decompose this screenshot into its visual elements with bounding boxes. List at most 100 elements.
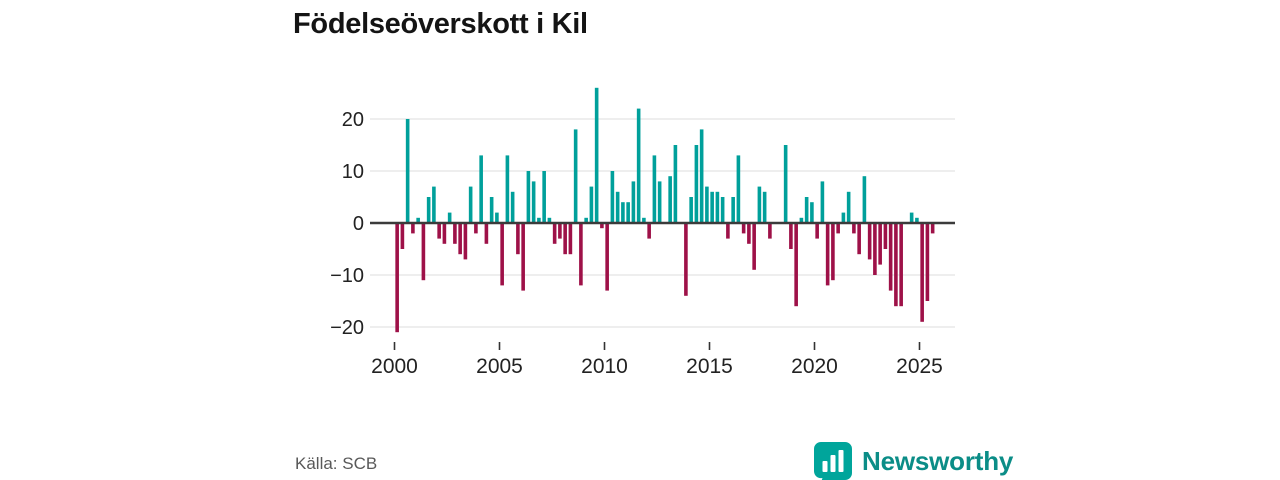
x-tick-label-2025: 2025 bbox=[896, 355, 943, 378]
bar-2017-Q1 bbox=[752, 223, 756, 270]
bar-2005-Q1 bbox=[500, 223, 504, 286]
bar-2020-Q2 bbox=[820, 181, 825, 223]
bar-2010-Q4 bbox=[621, 202, 625, 223]
bar-2021-Q3 bbox=[846, 191, 851, 223]
bar-2005-Q4 bbox=[516, 223, 520, 255]
bar-2023-Q1 bbox=[878, 223, 882, 265]
bar-2011-Q1 bbox=[626, 202, 630, 223]
bar-2004-Q1 bbox=[479, 155, 483, 223]
bar-2009-Q1 bbox=[584, 217, 588, 223]
bar-2018-Q3 bbox=[783, 145, 788, 223]
y-tick-label-10: 10 bbox=[342, 161, 364, 183]
bar-2002-Q1 bbox=[437, 223, 441, 239]
bar-2011-Q2 bbox=[631, 181, 636, 223]
bar-2025-Q2 bbox=[925, 223, 930, 301]
bar-2020-Q4 bbox=[831, 223, 835, 281]
logo-bar-large bbox=[838, 450, 844, 472]
bar-2005-Q3 bbox=[510, 191, 515, 223]
bar-2005-Q2 bbox=[505, 155, 510, 223]
bar-2002-Q3 bbox=[447, 212, 452, 223]
y-tick-label--20: −20 bbox=[330, 317, 364, 339]
bar-2013-Q4 bbox=[684, 223, 688, 296]
bar-2010-Q1 bbox=[605, 223, 609, 291]
bar-2006-Q4 bbox=[537, 217, 541, 223]
bar-2012-Q2 bbox=[652, 155, 657, 223]
x-tick-label-2015: 2015 bbox=[686, 355, 733, 378]
x-tick-label-2000: 2000 bbox=[371, 355, 418, 378]
bar-2018-Q4 bbox=[789, 223, 793, 249]
bar-2009-Q2 bbox=[589, 186, 594, 223]
bar-2014-Q2 bbox=[694, 145, 699, 223]
bar-2022-Q1 bbox=[857, 223, 861, 255]
bar-2023-Q2 bbox=[883, 223, 888, 249]
bar-2019-Q2 bbox=[799, 217, 804, 223]
bar-2024-Q3 bbox=[909, 212, 914, 223]
bar-2012-Q3 bbox=[657, 181, 662, 223]
bar-2009-Q4 bbox=[600, 223, 604, 229]
bar-2008-Q4 bbox=[579, 223, 583, 286]
bar-2009-Q3 bbox=[594, 87, 599, 223]
bar-2013-Q1 bbox=[668, 176, 672, 223]
bar-2025-Q1 bbox=[920, 223, 924, 322]
bar-2007-Q3 bbox=[552, 223, 557, 244]
bar-2020-Q1 bbox=[815, 223, 819, 239]
newsworthy-logo-icon bbox=[813, 442, 852, 480]
logo-bar-medium bbox=[830, 455, 836, 472]
bar-2008-Q3 bbox=[573, 129, 578, 223]
bar-2003-Q2 bbox=[463, 223, 468, 260]
bar-2017-Q2 bbox=[757, 186, 762, 223]
bar-2010-Q2 bbox=[610, 171, 615, 223]
bar-2022-Q2 bbox=[862, 176, 867, 223]
bar-2024-Q4 bbox=[915, 217, 919, 223]
bar-2015-Q2 bbox=[715, 191, 720, 223]
chart-title: Födelseöverskott i Kil bbox=[293, 8, 588, 40]
bar-2004-Q4 bbox=[495, 212, 499, 223]
bar-2004-Q2 bbox=[484, 223, 489, 244]
bar-2003-Q3 bbox=[468, 186, 473, 223]
y-tick-label-20: 20 bbox=[342, 109, 364, 131]
bar-2016-Q3 bbox=[741, 223, 746, 234]
bar-2008-Q2 bbox=[568, 223, 573, 255]
bar-2001-Q3 bbox=[426, 197, 431, 223]
bar-2003-Q1 bbox=[458, 223, 462, 255]
bar-2000-Q3 bbox=[405, 119, 410, 223]
bar-2023-Q4 bbox=[894, 223, 898, 307]
bar-2007-Q4 bbox=[558, 223, 562, 239]
bar-2020-Q3 bbox=[825, 223, 830, 286]
bar-2016-Q4 bbox=[747, 223, 751, 244]
bar-2000-Q4 bbox=[411, 223, 415, 234]
bar-2002-Q2 bbox=[442, 223, 447, 244]
bar-2006-Q3 bbox=[531, 181, 536, 223]
bar-2019-Q4 bbox=[810, 202, 814, 223]
bar-2017-Q3 bbox=[762, 191, 767, 223]
y-tick-label-0: 0 bbox=[353, 213, 364, 235]
bar-2002-Q4 bbox=[453, 223, 457, 244]
bar-2015-Q4 bbox=[726, 223, 730, 239]
bar-2001-Q1 bbox=[416, 217, 420, 223]
bar-2021-Q4 bbox=[852, 223, 856, 234]
bar-2019-Q1 bbox=[794, 223, 798, 307]
bar-2012-Q1 bbox=[647, 223, 651, 239]
bar-2022-Q3 bbox=[867, 223, 872, 260]
source-note: Källa: SCB bbox=[295, 454, 378, 473]
bar-2014-Q1 bbox=[689, 197, 693, 223]
brand-name: Newsworthy bbox=[862, 446, 1014, 476]
y-tick-label--10: −10 bbox=[330, 265, 364, 287]
bar-2016-Q1 bbox=[731, 197, 735, 223]
bar-2015-Q1 bbox=[710, 191, 714, 223]
bar-2021-Q2 bbox=[841, 212, 846, 223]
bar-2014-Q3 bbox=[699, 129, 704, 223]
bar-2014-Q4 bbox=[705, 186, 709, 223]
bar-2008-Q1 bbox=[563, 223, 567, 255]
bar-2015-Q3 bbox=[720, 197, 725, 223]
bar-2001-Q2 bbox=[421, 223, 426, 281]
logo-bar-small bbox=[822, 461, 828, 472]
x-tick-label-2005: 2005 bbox=[476, 355, 523, 378]
x-tick-label-2020: 2020 bbox=[791, 355, 838, 378]
brand-logo: Newsworthy bbox=[813, 441, 1013, 480]
bar-2016-Q2 bbox=[736, 155, 741, 223]
bar-2000-Q1 bbox=[395, 223, 399, 333]
bar-2010-Q3 bbox=[615, 191, 620, 223]
bar-2025-Q3 bbox=[930, 223, 935, 234]
